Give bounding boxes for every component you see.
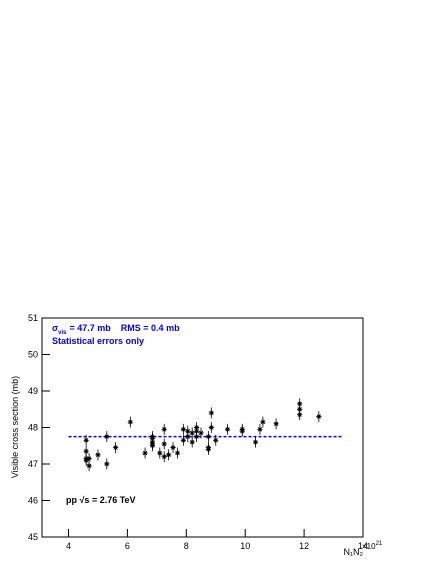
y-tick-label: 46: [28, 496, 38, 506]
star-marker: [161, 454, 167, 460]
x-axis-label: N₁N₂: [343, 547, 363, 557]
star-marker: [180, 437, 186, 443]
x-multiplier: ×1021: [362, 541, 383, 551]
star-marker: [127, 419, 133, 425]
x-multiplier-base: ×10: [362, 542, 376, 551]
star-marker: [174, 450, 181, 456]
y-tick-label: 47: [28, 459, 38, 469]
sigma-sub: vis: [58, 330, 67, 336]
star-marker: [198, 430, 204, 436]
y-tick-label: 50: [28, 350, 38, 360]
star-marker: [297, 412, 303, 418]
y-axis-label: Visible cross section (mb): [10, 376, 20, 478]
x-tick-label: 10: [240, 541, 250, 551]
star-marker: [189, 439, 195, 445]
star-marker: [95, 452, 101, 458]
star-marker: [239, 426, 245, 432]
star-marker: [104, 461, 110, 467]
sigma-symbol: σ: [52, 323, 58, 333]
errors-note: Statistical errors only: [52, 336, 144, 346]
x-tick-label: 6: [125, 541, 130, 551]
star-marker: [260, 419, 266, 425]
star-marker: [208, 410, 214, 416]
star-marker: [161, 441, 167, 447]
star-marker: [205, 434, 211, 440]
x-multiplier-exp: 21: [376, 541, 383, 547]
star-marker: [113, 444, 119, 451]
x-tick-label: 4: [66, 541, 71, 551]
y-tick-label: 45: [28, 532, 38, 542]
y-tick-label: 51: [28, 313, 38, 323]
sigma-text: = 47.7 mb: [70, 323, 112, 333]
x-tick-label: 14: [358, 541, 368, 551]
star-marker: [194, 434, 200, 440]
sigma-annotation: σvis = 47.7 mb RMS = 0.4 mb: [52, 323, 180, 336]
star-marker: [83, 457, 89, 463]
energy-note: pp √s = 2.76 TeV: [66, 495, 136, 505]
star-marker: [316, 413, 322, 420]
star-marker: [166, 452, 172, 458]
star-marker: [157, 450, 163, 456]
star-marker: [213, 437, 219, 443]
star-marker: [208, 424, 214, 431]
y-tick-label: 48: [28, 423, 38, 433]
star-marker: [180, 426, 186, 432]
star-marker: [194, 424, 200, 431]
star-marker: [189, 430, 195, 436]
star-marker: [142, 450, 148, 456]
star-marker: [83, 437, 89, 443]
star-marker: [104, 434, 110, 440]
star-marker: [149, 441, 156, 447]
star-marker: [149, 434, 156, 440]
star-marker: [86, 455, 92, 462]
star-marker: [252, 439, 259, 445]
star-marker: [257, 426, 263, 432]
star-marker: [185, 428, 191, 434]
rms-text: RMS = 0.4 mb: [121, 323, 180, 333]
star-marker: [170, 444, 176, 451]
star-marker: [86, 463, 92, 469]
y-tick-label: 49: [28, 386, 38, 396]
star-marker: [224, 426, 231, 432]
star-marker: [161, 426, 167, 432]
x-tick-label: 12: [299, 541, 309, 551]
x-tick-label: 8: [184, 541, 189, 551]
star-marker: [273, 421, 279, 427]
star-marker: [83, 448, 89, 454]
star-marker: [205, 446, 211, 452]
